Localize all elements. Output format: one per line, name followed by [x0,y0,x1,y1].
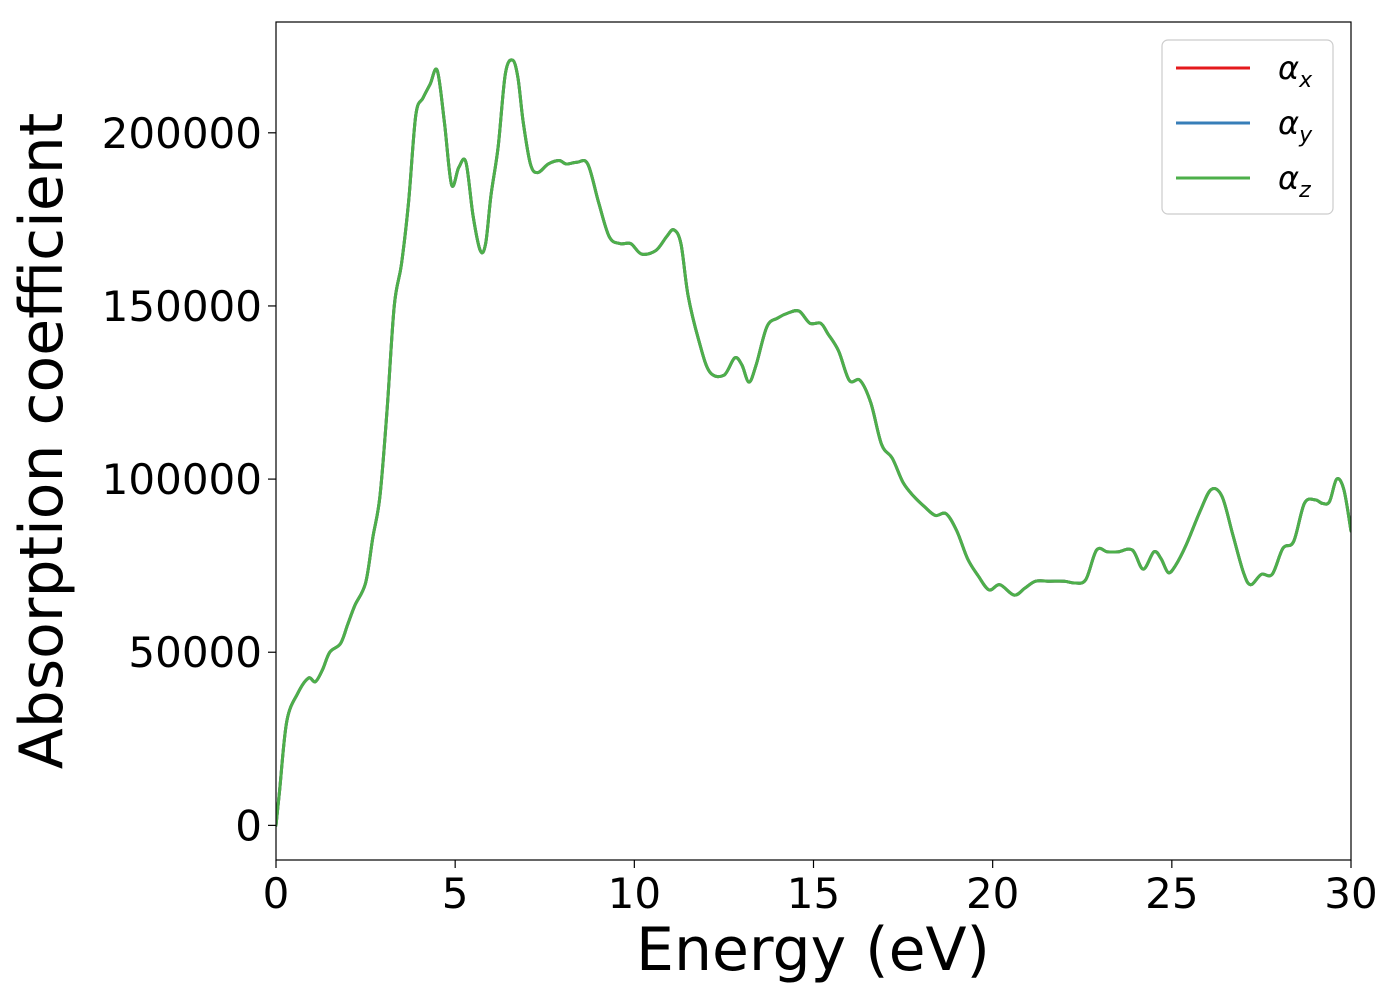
legend-box [1161,39,1334,215]
series-lines [276,58,1351,827]
x-tick-label: 20 [966,869,1019,918]
y-axis-label: Absorption coefficient [7,113,77,770]
x-tick-label: 15 [787,869,840,918]
legend-label-alpha-x: αx [1278,49,1313,93]
y-axis: 0 50000 100000 150000 200000 [102,109,276,850]
series-line-alpha-z [276,58,1351,827]
y-tick-label: 100000 [102,455,262,504]
y-tick-label: 0 [235,801,262,850]
x-tick-label: 25 [1145,869,1198,918]
x-axis-label: Energy (eV) [636,915,990,985]
x-axis: 0 5 10 15 20 25 30 [263,860,1378,918]
x-tick-label: 0 [263,869,290,918]
y-tick-label: 150000 [102,282,262,331]
y-tick-label: 200000 [102,109,262,158]
x-tick-label: 5 [442,869,469,918]
legend-label-alpha-y: αy [1278,104,1313,148]
x-tick-label: 10 [608,869,661,918]
y-tick-label: 50000 [128,628,262,677]
x-tick-label: 30 [1324,869,1377,918]
